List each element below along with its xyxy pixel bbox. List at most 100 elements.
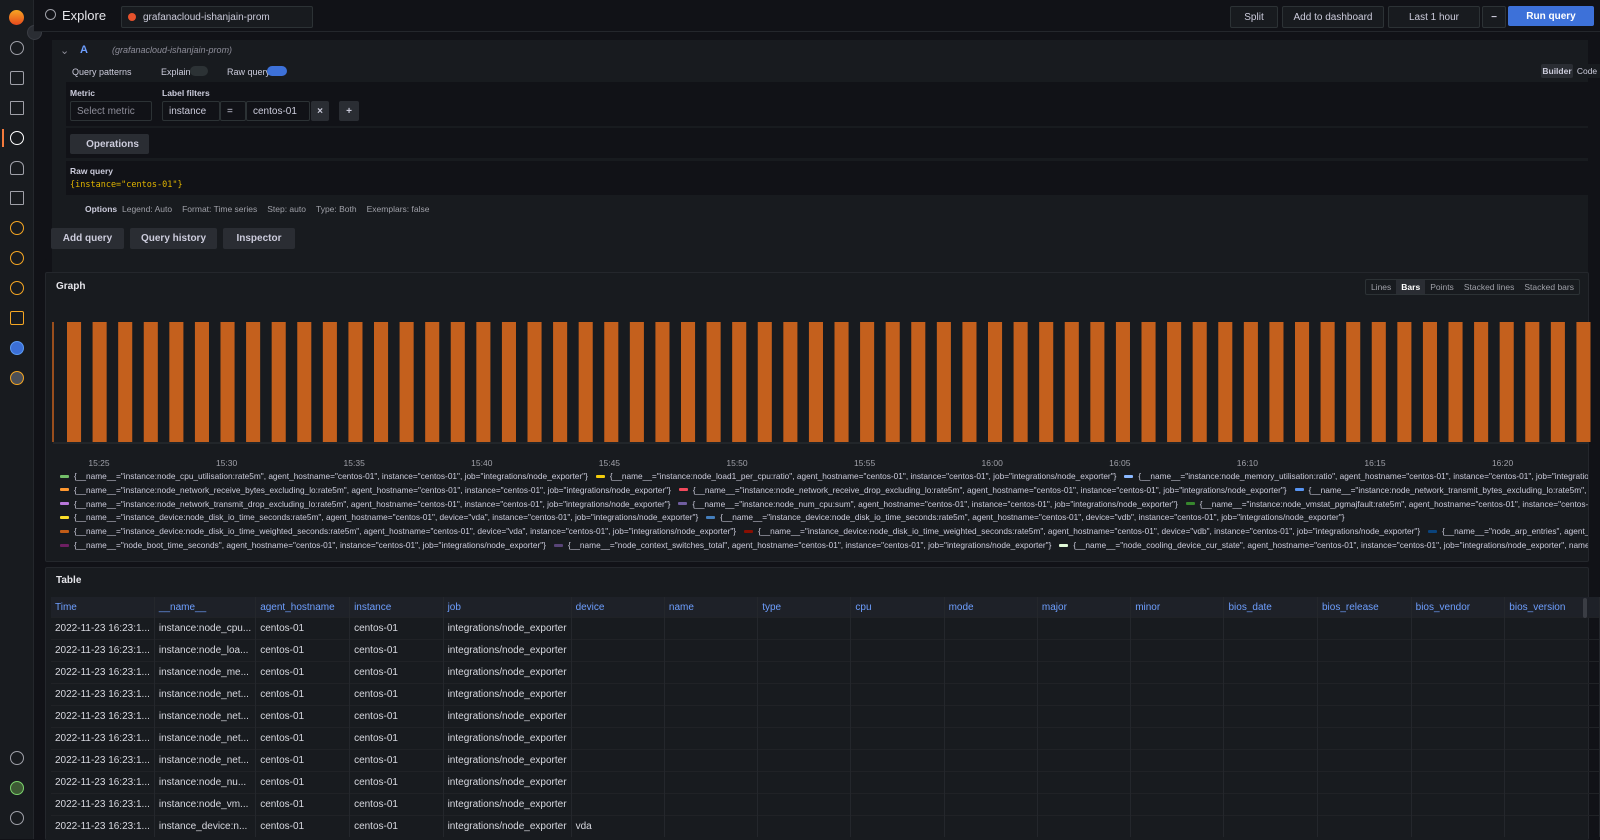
- table-cell: [1130, 815, 1225, 837]
- column-header[interactable]: job: [443, 597, 572, 618]
- table-cell: instance:node_net...: [154, 705, 257, 728]
- legend-item[interactable]: {__name__="instance:node_network_receive…: [678, 484, 1287, 495]
- column-header[interactable]: Time: [51, 597, 155, 618]
- search-icon[interactable]: [10, 41, 24, 55]
- code-tab[interactable]: Code: [1573, 64, 1600, 78]
- action-button[interactable]: Add query: [51, 228, 124, 249]
- legend-item[interactable]: {__name__="instance_device:node_disk_io_…: [60, 512, 698, 522]
- column-header[interactable]: type: [757, 597, 852, 618]
- table-cell: [757, 639, 852, 662]
- graph-mode[interactable]: Lines: [1370, 282, 1392, 292]
- app-icon[interactable]: [10, 371, 24, 385]
- legend-swatch: [706, 515, 716, 519]
- table-cell: [571, 705, 665, 728]
- legend-row: {__name__="instance:node_cpu_utilisation…: [60, 469, 1588, 483]
- legend-item[interactable]: {__name__="instance:node_memory_utilisat…: [1124, 471, 1588, 481]
- operations-button[interactable]: Operations: [70, 134, 149, 154]
- datasource-picker[interactable]: grafanacloud-ishanjain-prom: [121, 6, 313, 28]
- legend-item[interactable]: {__name__="instance:node_cpu_utilisation…: [60, 471, 588, 481]
- table-cell: [1317, 727, 1412, 750]
- legend-item[interactable]: {__name__="instance:node_network_transmi…: [60, 499, 670, 509]
- legend-item[interactable]: {__name__="node_boot_time_seconds", agen…: [60, 540, 546, 550]
- add-to-dashboard-button[interactable]: Add to dashboard: [1282, 6, 1384, 28]
- filter-op-select[interactable]: =: [220, 101, 246, 121]
- legend-item[interactable]: {__name__="node_arp_entries", agent_host…: [1428, 526, 1588, 536]
- legend-label: {__name__="instance_device:node_disk_io_…: [720, 512, 1345, 523]
- synthetic-icon[interactable]: [10, 281, 24, 295]
- alerting-icon[interactable]: [10, 161, 24, 175]
- dashboards-icon[interactable]: [10, 101, 24, 115]
- column-header[interactable]: instance: [349, 597, 444, 618]
- page-title: Explore: [62, 8, 107, 23]
- option-item: Exemplars: false: [366, 204, 430, 214]
- profile-icon[interactable]: [10, 781, 24, 795]
- legend-swatch: [1059, 543, 1069, 547]
- add-filter[interactable]: +: [339, 101, 359, 121]
- legend-item[interactable]: {__name__="instance_device:node_disk_io_…: [706, 512, 1345, 523]
- column-header[interactable]: mode: [944, 597, 1038, 618]
- explore-icon[interactable]: [10, 131, 24, 145]
- raw-query-toggle[interactable]: [267, 66, 287, 76]
- column-header[interactable]: bios_version: [1504, 597, 1600, 618]
- starred-icon[interactable]: [10, 71, 24, 85]
- logo[interactable]: [9, 10, 24, 25]
- table-cell: [1411, 639, 1506, 662]
- table-cell: [664, 749, 759, 772]
- graph-mode[interactable]: Bars: [1396, 280, 1426, 294]
- time-range: Last 1 hour: [1408, 11, 1460, 23]
- column-header[interactable]: minor: [1130, 597, 1225, 618]
- graph-mode[interactable]: Stacked bars: [1524, 282, 1574, 292]
- table-cell: [944, 793, 1038, 816]
- column-header[interactable]: __name__: [154, 597, 257, 618]
- table-cell: [1130, 727, 1225, 750]
- builder-tab[interactable]: Builder: [1541, 64, 1573, 78]
- k6-icon[interactable]: [10, 311, 24, 325]
- legend-item[interactable]: {__name__="instance:node_network_receive…: [60, 485, 671, 495]
- legend-item[interactable]: {__name__="instance:node_num_cpu:sum", a…: [678, 499, 1178, 509]
- column-header[interactable]: device: [571, 597, 665, 618]
- legend-item[interactable]: {__name__="node_cooling_device_cur_state…: [1059, 540, 1588, 550]
- table-cell: 2022-11-23 16:23:1...: [51, 617, 155, 640]
- action-button[interactable]: Inspector: [223, 228, 295, 249]
- incident-icon[interactable]: [10, 251, 24, 265]
- zoom-out-button[interactable]: −: [1482, 6, 1506, 28]
- column-header[interactable]: cpu: [850, 597, 945, 618]
- column-header[interactable]: agent_hostname: [255, 597, 351, 618]
- legend-row: {__name__="instance_device:node_disk_io_…: [60, 510, 1588, 524]
- legend-label: {__name__="instance:node_network_receive…: [692, 484, 1287, 495]
- time-picker[interactable]: Last 1 hour: [1388, 6, 1480, 28]
- graph-mode[interactable]: Points: [1430, 282, 1454, 292]
- help-icon[interactable]: [10, 811, 24, 825]
- legend-item[interactable]: {__name__="instance_device:node_disk_io_…: [744, 526, 1420, 536]
- column-header[interactable]: bios_release: [1317, 597, 1412, 618]
- filter-label-select[interactable]: instance: [162, 101, 220, 121]
- sidebar: [0, 0, 34, 839]
- query-ref[interactable]: A: [80, 44, 88, 56]
- action-button[interactable]: Query history: [130, 228, 217, 249]
- column-header[interactable]: major: [1037, 597, 1132, 618]
- settings-icon[interactable]: [10, 751, 24, 765]
- column-header[interactable]: bios_date: [1223, 597, 1318, 618]
- run-query-button[interactable]: Run query: [1508, 6, 1594, 26]
- filter-value-select[interactable]: centos-01: [246, 101, 310, 121]
- table-cell: 2022-11-23 16:23:1...: [51, 771, 155, 794]
- split-button[interactable]: Split: [1230, 6, 1278, 28]
- remove-filter[interactable]: ×: [311, 101, 329, 121]
- kubernetes-icon[interactable]: [10, 341, 24, 355]
- reports-icon[interactable]: [10, 191, 24, 205]
- query-patterns[interactable]: Query patterns: [72, 67, 132, 77]
- query-collapse[interactable]: ⌄: [60, 45, 70, 57]
- table-cell: [1504, 705, 1600, 728]
- metric-select[interactable]: Select metric: [70, 101, 152, 121]
- column-header[interactable]: name: [664, 597, 759, 618]
- legend-item[interactable]: {__name__="instance_device:node_disk_io_…: [60, 526, 736, 536]
- graph-mode[interactable]: Stacked lines: [1463, 282, 1515, 292]
- oncall-icon[interactable]: [10, 221, 24, 235]
- legend-item[interactable]: {__name__="instance:node_vmstat_pgmajfau…: [1185, 499, 1588, 509]
- legend-item[interactable]: {__name__="instance:node_network_transmi…: [1294, 485, 1588, 495]
- legend-item[interactable]: {__name__="node_context_switches_total",…: [553, 540, 1051, 550]
- column-header[interactable]: bios_vendor: [1411, 597, 1506, 618]
- options-toggle[interactable]: Options: [85, 204, 118, 214]
- explain-toggle[interactable]: [190, 66, 208, 76]
- legend-item[interactable]: {__name__="instance:node_load1_per_cpu:r…: [595, 471, 1116, 481]
